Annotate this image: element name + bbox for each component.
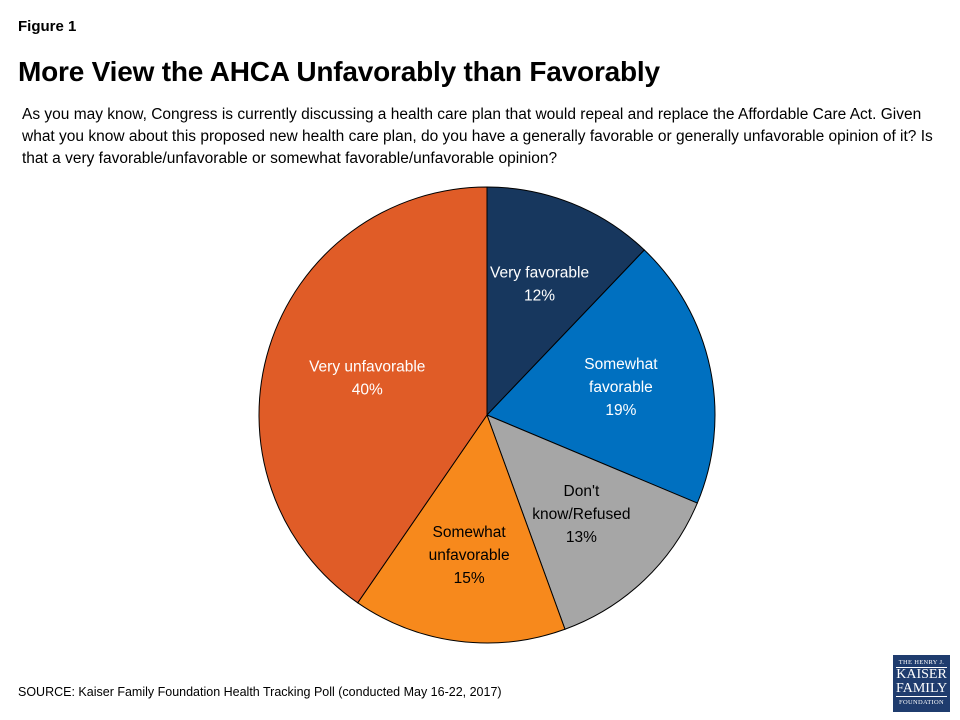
figure-label: Figure 1 (18, 18, 77, 35)
source-note: SOURCE: Kaiser Family Foundation Health … (18, 685, 502, 699)
logo-line-2: KAISER FAMILY (896, 667, 948, 697)
slice-value-label: 40% (352, 381, 383, 398)
pie-slice (486, 249, 716, 504)
pie-slice (486, 186, 646, 417)
slice-value-label: 15% (454, 570, 485, 587)
kff-logo: THE HENRY J. KAISER FAMILY FOUNDATION (893, 655, 950, 712)
logo-line-3: FOUNDATION (899, 699, 944, 706)
slice-category-label: Very unfavorable (309, 358, 425, 375)
slice-category-label: Don't (564, 483, 600, 500)
slice-value-label: 19% (605, 402, 636, 419)
slice-category-label: Somewhat (432, 524, 506, 541)
slice-category-label: unfavorable (429, 547, 510, 564)
survey-question: As you may know, Congress is currently d… (22, 106, 933, 167)
pie-slice (357, 413, 566, 644)
slice-category-label: Very favorable (490, 264, 589, 281)
pie-slice (486, 414, 698, 630)
slice-value-label: 13% (566, 529, 597, 546)
slice-category-label: favorable (589, 379, 653, 396)
pie-slice (258, 186, 488, 604)
slice-category-label: Somewhat (584, 356, 658, 373)
chart-title: More View the AHCA Unfavorably than Favo… (18, 56, 660, 87)
slice-value-label: 12% (524, 287, 555, 304)
logo-line-1: THE HENRY J. (898, 659, 945, 666)
slice-category-label: know/Refused (532, 506, 630, 523)
